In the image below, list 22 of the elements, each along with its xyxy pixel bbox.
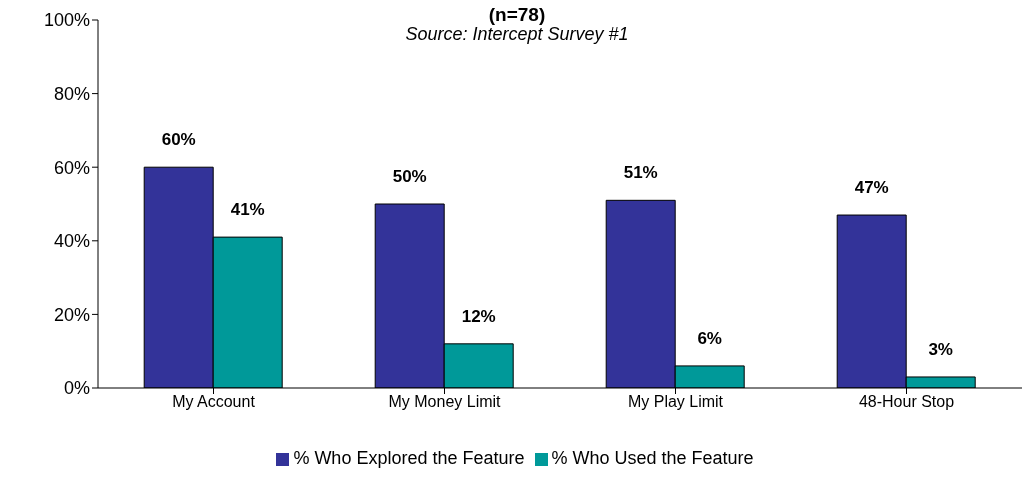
x-tick-label: My Play Limit (627, 393, 724, 411)
data-label: 41% (230, 200, 265, 220)
chart-title: (n=78) (488, 4, 546, 25)
x-tick-label: My Account (172, 393, 256, 411)
y-tick-label: 0% (63, 378, 90, 399)
legend-label: % Who Used the Feature (551, 448, 754, 468)
data-label: 51% (623, 163, 658, 183)
data-label: 60% (161, 130, 196, 150)
data-label: 3% (928, 339, 953, 359)
x-tick-label: My Money Limit (388, 393, 502, 411)
chart-subtitle: Source: Intercept Survey #1 (405, 24, 629, 44)
legend-label: % Who Explored the Feature (293, 448, 525, 468)
data-label: 47% (854, 178, 889, 198)
x-tick-label: 48-Hour Stop (858, 393, 955, 411)
data-label: 6% (697, 328, 722, 348)
data-label: 12% (461, 306, 496, 326)
data-label: 50% (392, 167, 427, 186)
y-tick-label: 100% (43, 10, 90, 31)
y-tick-label: 60% (53, 157, 90, 178)
y-tick-label: 80% (53, 83, 90, 104)
y-tick-label: 40% (53, 231, 90, 252)
y-tick-label: 20% (53, 304, 90, 325)
